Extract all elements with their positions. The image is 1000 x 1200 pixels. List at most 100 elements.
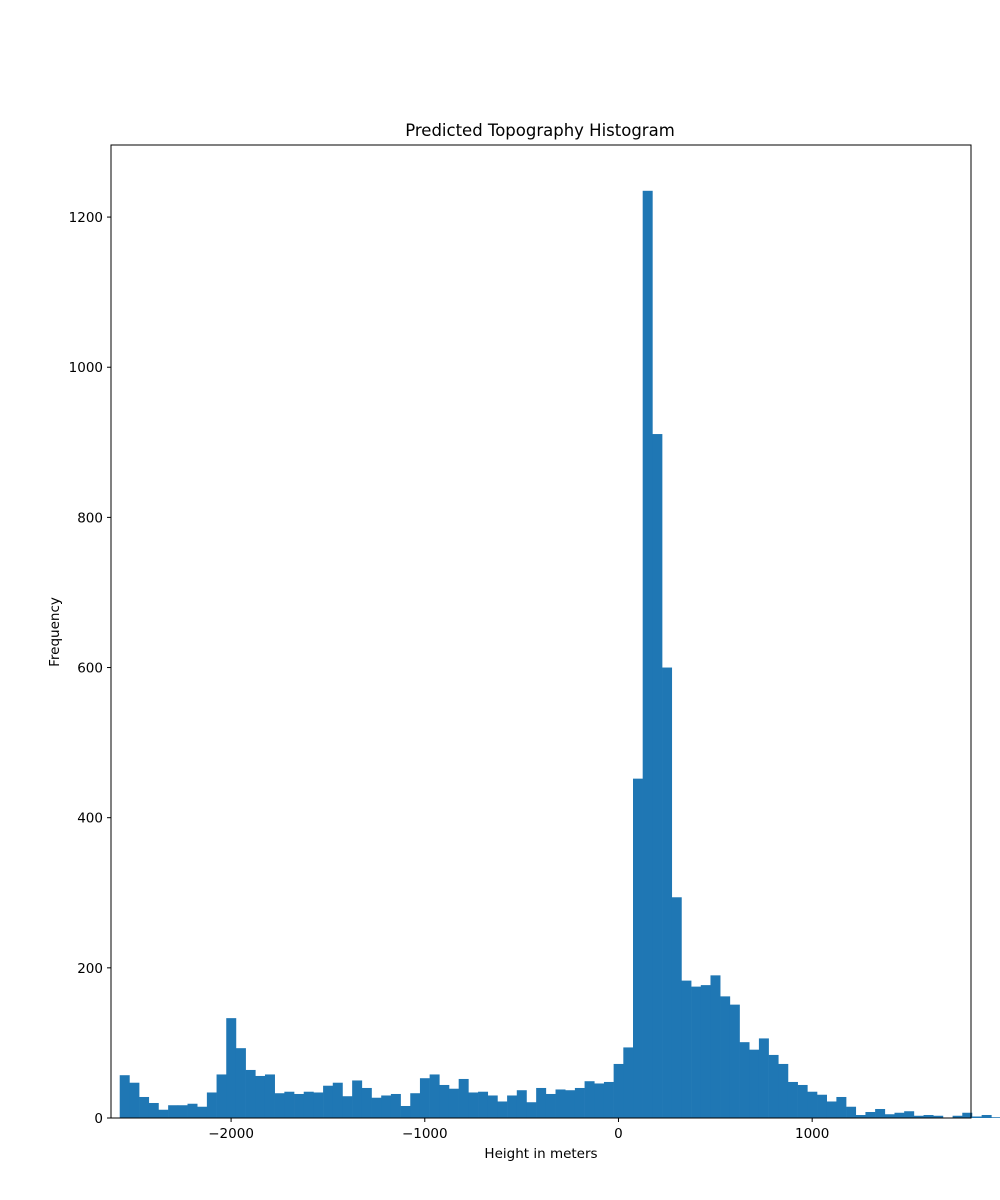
histogram-bar (439, 1084, 450, 1118)
histogram-bar (361, 1087, 372, 1118)
histogram-bar (284, 1091, 295, 1118)
histogram-bar (332, 1082, 343, 1118)
histogram-bar (691, 986, 702, 1118)
histogram-bar (129, 1082, 140, 1118)
histogram-bar (371, 1097, 382, 1118)
histogram-bar (574, 1087, 585, 1118)
y-tick-label: 200 (77, 961, 103, 977)
histogram-bar (797, 1084, 808, 1118)
histogram-bar (662, 667, 673, 1118)
x-tick-label: 0 (614, 1126, 623, 1142)
histogram-bar (187, 1103, 198, 1118)
histogram-bar (875, 1108, 886, 1118)
histogram-bar (342, 1096, 353, 1118)
histogram-bar (458, 1078, 469, 1118)
histogram-bar (255, 1075, 266, 1118)
histogram-bar (390, 1093, 401, 1118)
x-tick-label: −2000 (208, 1126, 254, 1142)
histogram-bar (768, 1054, 779, 1118)
histogram-bar (497, 1101, 508, 1118)
histogram-bar (952, 1115, 963, 1118)
histogram-bar (119, 1075, 130, 1118)
y-tick-label: 800 (77, 510, 103, 526)
histogram-bar (933, 1115, 944, 1118)
histogram-bar (894, 1112, 905, 1118)
histogram-bar (419, 1078, 430, 1118)
histogram-bar (245, 1069, 256, 1118)
y-tick-label: 1000 (69, 360, 103, 376)
histogram-bar (962, 1112, 973, 1118)
histogram-bar (855, 1114, 866, 1118)
histogram-bar (594, 1083, 605, 1118)
histogram-bar (633, 778, 643, 1118)
histogram-bar (264, 1074, 275, 1118)
bars-group (119, 190, 1000, 1119)
histogram-bar (884, 1114, 895, 1118)
x-axis-ticks: −2000 −1000 0 1000 (208, 1118, 829, 1142)
y-tick-label: 600 (77, 661, 103, 677)
histogram-bar (826, 1101, 837, 1118)
histogram-bar (448, 1088, 459, 1118)
histogram-bar (216, 1074, 227, 1118)
histogram-bar (168, 1105, 179, 1118)
histogram-bar (720, 996, 731, 1118)
histogram-bar (235, 1048, 246, 1118)
histogram-bar (139, 1096, 150, 1118)
histogram-bar (294, 1093, 305, 1118)
histogram-bar (468, 1092, 479, 1118)
histogram-bar (507, 1095, 518, 1118)
y-tick-label: 400 (77, 811, 103, 827)
histogram-bar (913, 1115, 924, 1118)
x-tick-label: −1000 (402, 1126, 448, 1142)
histogram-bar (429, 1074, 440, 1118)
histogram-bar (206, 1092, 217, 1118)
histogram-bar (410, 1093, 421, 1118)
histogram-bar (148, 1102, 159, 1118)
histogram-bar (197, 1106, 208, 1118)
histogram-bar (158, 1109, 169, 1118)
histogram-bar (555, 1089, 566, 1118)
histogram-bar (642, 190, 653, 1119)
y-tick-label: 0 (94, 1111, 103, 1127)
histogram-bar (478, 1091, 489, 1118)
histogram-bar (817, 1094, 827, 1118)
histogram-bar (613, 1063, 624, 1118)
histogram-bar (700, 985, 711, 1118)
histogram-bar (729, 1004, 740, 1118)
histogram-bar (584, 1081, 595, 1118)
histogram-bar (623, 1047, 634, 1118)
histogram-bar (652, 434, 663, 1118)
y-tick-label: 1200 (69, 210, 103, 226)
histogram-bar (710, 975, 721, 1118)
y-axis-ticks: 0 200 400 600 800 1000 1200 (69, 210, 111, 1127)
histogram-bar (846, 1106, 857, 1118)
histogram-bar (865, 1111, 876, 1118)
histogram-bar (545, 1093, 556, 1118)
x-tick-label: 1000 (795, 1126, 829, 1142)
histogram-bar (526, 1102, 537, 1118)
histogram-bar (739, 1042, 750, 1118)
histogram-bar (778, 1063, 789, 1118)
histogram-bar (681, 980, 692, 1118)
histogram-bar (758, 1038, 769, 1118)
histogram-bar (487, 1095, 498, 1118)
histogram-bar (323, 1085, 334, 1118)
histogram-bar (749, 1049, 760, 1118)
histogram-bar (836, 1096, 847, 1118)
histogram-bar (226, 1018, 237, 1118)
y-axis-label: Frequency (47, 597, 63, 667)
histogram-bar (787, 1081, 798, 1118)
histogram-bar (177, 1105, 188, 1118)
histogram-bar (274, 1093, 285, 1118)
plot-frame (110, 144, 972, 1119)
histogram-bar (923, 1114, 934, 1118)
histogram-bar (991, 1117, 1000, 1118)
histogram-bar (904, 1111, 915, 1118)
histogram-bar (352, 1080, 363, 1118)
x-axis-label: Height in meters (484, 1146, 597, 1162)
histogram-bar (400, 1105, 411, 1118)
histogram-bar (536, 1087, 547, 1118)
histogram-bar (671, 897, 682, 1118)
